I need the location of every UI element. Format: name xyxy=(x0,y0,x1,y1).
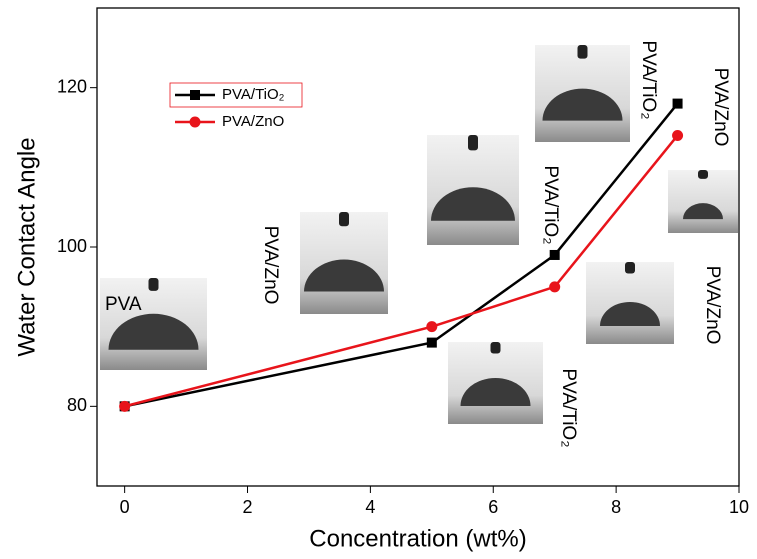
droplet xyxy=(600,301,660,326)
legend-box xyxy=(169,82,303,108)
annotation: PVA xyxy=(105,294,142,315)
marker xyxy=(119,400,131,412)
needle xyxy=(148,278,159,291)
legend-marker xyxy=(190,90,200,100)
x-tick-label: 0 xyxy=(120,497,130,517)
x-tick-label: 4 xyxy=(365,497,375,517)
legend-label: PVA/TiO₂ xyxy=(222,86,285,103)
annotation: PVA/ZnO xyxy=(260,226,281,305)
y-axis-title: Water Contact Angle xyxy=(13,137,40,356)
droplet xyxy=(683,203,723,220)
needle xyxy=(625,262,635,274)
annotation: PVA/TiO₂ xyxy=(558,368,579,447)
needle xyxy=(339,212,349,227)
droplet xyxy=(460,377,531,406)
needle xyxy=(490,342,501,354)
droplet-photos xyxy=(100,45,738,424)
photo xyxy=(668,170,738,233)
droplet xyxy=(108,313,199,350)
marker xyxy=(672,98,683,109)
marker xyxy=(426,337,437,348)
annotation: PVA/TiO₂ xyxy=(540,165,561,244)
needle xyxy=(577,45,588,59)
annotation: PVA/TiO₂ xyxy=(638,40,659,119)
marker xyxy=(672,129,684,141)
x-tick-label: 10 xyxy=(729,497,749,517)
x-tick-label: 6 xyxy=(488,497,498,517)
annotation: PVA/ZnO xyxy=(710,68,731,147)
x-tick-label: 8 xyxy=(611,497,621,517)
series-line xyxy=(124,102,679,408)
y-tick-label: 100 xyxy=(57,236,87,256)
droplet xyxy=(304,259,384,292)
droplet xyxy=(431,187,515,221)
needle xyxy=(468,135,478,151)
marker xyxy=(549,249,560,260)
annotation: PVA/ZnO xyxy=(702,266,723,345)
y-tick-label: 120 xyxy=(57,76,87,96)
y-tick-label: 80 xyxy=(67,395,87,415)
legend-marker xyxy=(189,116,201,128)
droplet xyxy=(542,88,623,121)
needle xyxy=(698,170,708,179)
x-tick-label: 2 xyxy=(243,497,253,517)
series-line xyxy=(124,134,679,408)
marker xyxy=(426,321,438,333)
marker xyxy=(549,281,561,293)
x-axis-title: Concentration (wt%) xyxy=(309,525,526,552)
legend-label: PVA/ZnO xyxy=(222,113,284,130)
